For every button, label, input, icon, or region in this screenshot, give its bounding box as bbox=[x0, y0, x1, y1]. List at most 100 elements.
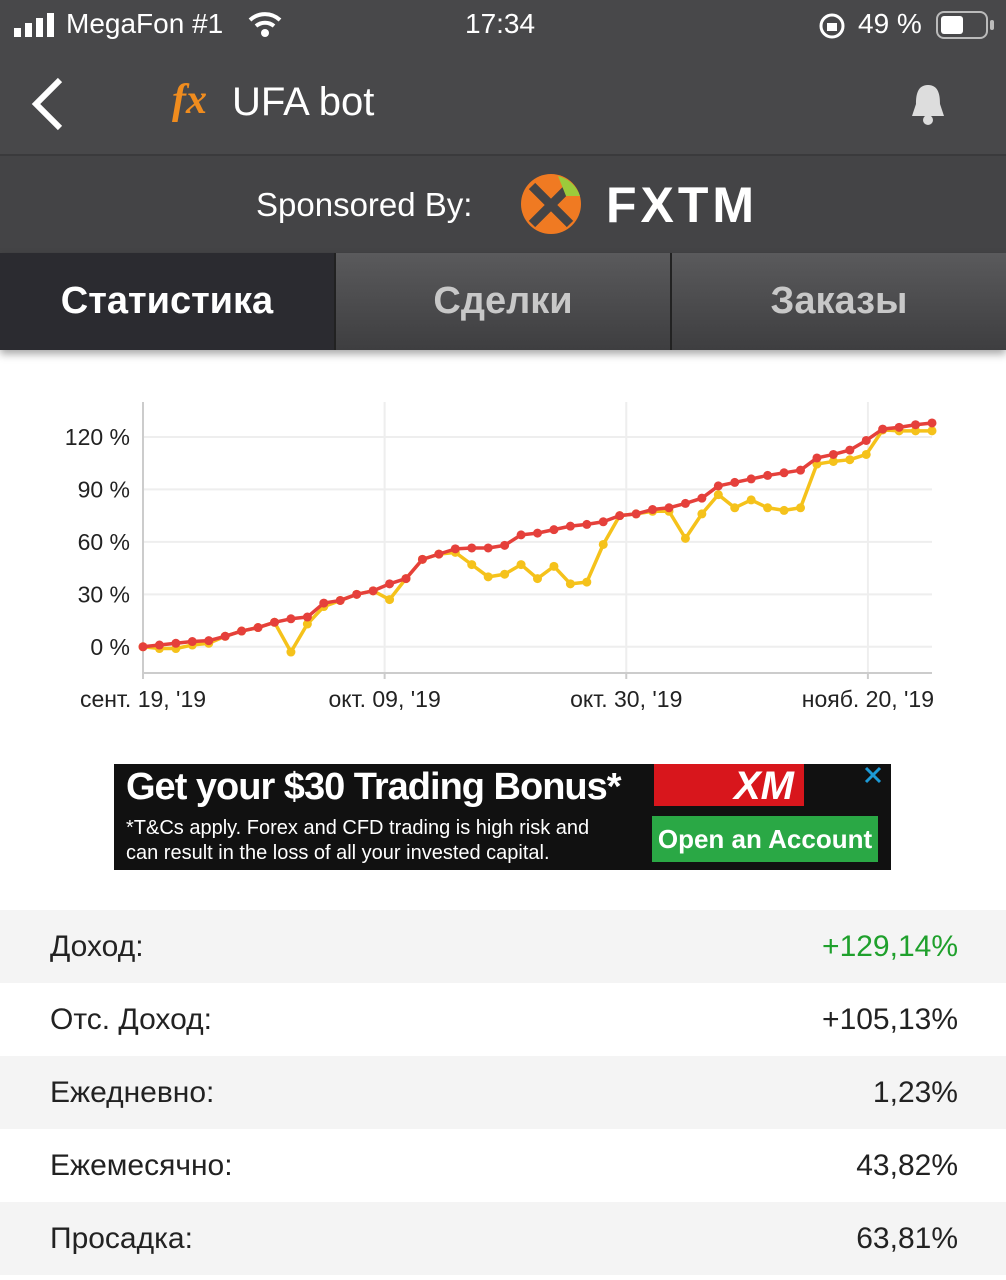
data-point bbox=[450, 544, 460, 554]
data-point bbox=[500, 569, 510, 579]
data-point bbox=[352, 589, 362, 599]
data-point bbox=[927, 426, 937, 436]
stat-row: Ежедневно: 1,23% bbox=[0, 1056, 1006, 1129]
y-tick-label: 120 % bbox=[65, 424, 130, 450]
data-point bbox=[302, 612, 312, 622]
stat-label: Отс. Доход: bbox=[50, 1002, 212, 1036]
data-point bbox=[927, 418, 937, 428]
data-point bbox=[631, 509, 641, 519]
data-point bbox=[253, 623, 263, 633]
data-point bbox=[845, 455, 855, 465]
data-point bbox=[533, 574, 542, 584]
data-point bbox=[270, 617, 279, 627]
data-point bbox=[434, 549, 444, 559]
data-point bbox=[516, 530, 526, 540]
data-point bbox=[319, 598, 329, 608]
data-point bbox=[861, 435, 871, 445]
stat-row: Ежемесячно: 43,82% bbox=[0, 1129, 1006, 1202]
y-tick-label: 0 % bbox=[90, 634, 130, 660]
sponsor-label: Sponsored By: bbox=[256, 186, 473, 223]
data-point bbox=[598, 517, 608, 527]
data-point bbox=[467, 543, 477, 553]
ad-banner[interactable]: Get your $30 Trading Bonus* *T&Cs apply.… bbox=[114, 764, 891, 870]
ad-button[interactable]: Open an Account bbox=[652, 816, 878, 862]
data-point bbox=[763, 470, 773, 480]
data-point bbox=[483, 572, 493, 582]
data-point bbox=[565, 521, 575, 531]
carrier: MegaFon #1 bbox=[66, 8, 224, 39]
stat-value: +105,13% bbox=[822, 1002, 958, 1036]
wifi-icon bbox=[248, 12, 282, 37]
y-tick-label: 90 % bbox=[78, 476, 130, 502]
data-point bbox=[286, 647, 296, 657]
battery-level: 49 % bbox=[858, 8, 922, 39]
data-point bbox=[483, 543, 493, 553]
data-point bbox=[549, 525, 559, 535]
data-point bbox=[812, 453, 822, 463]
stat-row: Просадка: 63,81% bbox=[0, 1202, 1006, 1275]
data-point bbox=[680, 498, 690, 508]
data-point bbox=[467, 560, 477, 570]
data-point bbox=[746, 474, 756, 484]
data-point bbox=[911, 420, 921, 430]
data-point bbox=[680, 533, 690, 543]
sponsor-bar: Sponsored By: FXTM bbox=[0, 156, 1006, 253]
tab-bar: Статистика Сделки Заказы bbox=[0, 253, 1006, 350]
data-point bbox=[582, 577, 592, 587]
x-tick-label: нояб. 20, '19 bbox=[802, 686, 934, 712]
data-point bbox=[220, 631, 230, 641]
stat-value: 1,23% bbox=[872, 1075, 958, 1109]
ad-close[interactable] bbox=[858, 764, 888, 786]
data-point bbox=[286, 614, 296, 624]
stat-row: Доход: +129,14% bbox=[0, 910, 1006, 983]
y-tick-label: 60 % bbox=[78, 529, 130, 555]
y-tick-label: 30 % bbox=[78, 581, 130, 607]
data-point bbox=[746, 495, 756, 505]
stat-label: Ежедневно: bbox=[50, 1075, 215, 1109]
data-point bbox=[730, 477, 740, 487]
signal-icon bbox=[14, 13, 54, 37]
data-point bbox=[713, 481, 723, 491]
data-point bbox=[368, 586, 378, 596]
tab[interactable]: Сделки bbox=[334, 253, 670, 350]
data-point bbox=[138, 642, 148, 652]
ad-brand: XM bbox=[654, 764, 804, 808]
data-point bbox=[516, 560, 526, 570]
back-button[interactable] bbox=[28, 76, 68, 132]
fxtm-logo-icon bbox=[521, 174, 581, 234]
data-point bbox=[845, 445, 855, 455]
data-point bbox=[713, 490, 723, 500]
battery-icon bbox=[936, 11, 994, 39]
data-point bbox=[204, 636, 214, 646]
data-point bbox=[796, 465, 805, 475]
stat-label: Ежемесячно: bbox=[50, 1148, 233, 1182]
data-point bbox=[763, 503, 773, 513]
x-tick-label: окт. 09, '19 bbox=[329, 686, 441, 712]
data-point bbox=[237, 626, 247, 636]
chart: 0 % 30 % 60 % 90 % 120 % сент. 19, '19 окт. 09… bbox=[65, 402, 937, 712]
sponsor-brand: FXTM bbox=[606, 177, 759, 233]
data-point bbox=[533, 528, 542, 538]
notification-bell[interactable] bbox=[908, 82, 948, 126]
data-point bbox=[697, 509, 707, 519]
data-point bbox=[598, 539, 608, 549]
x-tick-label: сент. 19, '19 bbox=[80, 686, 206, 712]
data-point bbox=[828, 449, 838, 459]
data-point bbox=[417, 554, 427, 564]
data-point bbox=[779, 505, 789, 515]
ad-headline: Get your $30 Trading Bonus* bbox=[126, 766, 622, 808]
tab[interactable]: Статистика bbox=[0, 253, 334, 350]
data-point bbox=[779, 468, 789, 478]
data-point bbox=[648, 505, 658, 515]
data-point bbox=[187, 637, 197, 647]
stat-label: Доход: bbox=[50, 929, 144, 963]
nav-header: fx UFA bot bbox=[0, 50, 1006, 156]
data-point bbox=[582, 519, 592, 529]
data-point bbox=[878, 424, 888, 434]
data-point bbox=[730, 503, 740, 513]
tab[interactable]: Заказы bbox=[670, 253, 1006, 350]
data-point bbox=[565, 579, 575, 589]
x-tick-label: окт. 30, '19 bbox=[570, 686, 682, 712]
status-bar: MegaFon #1 17:34 49 % bbox=[0, 0, 1006, 50]
